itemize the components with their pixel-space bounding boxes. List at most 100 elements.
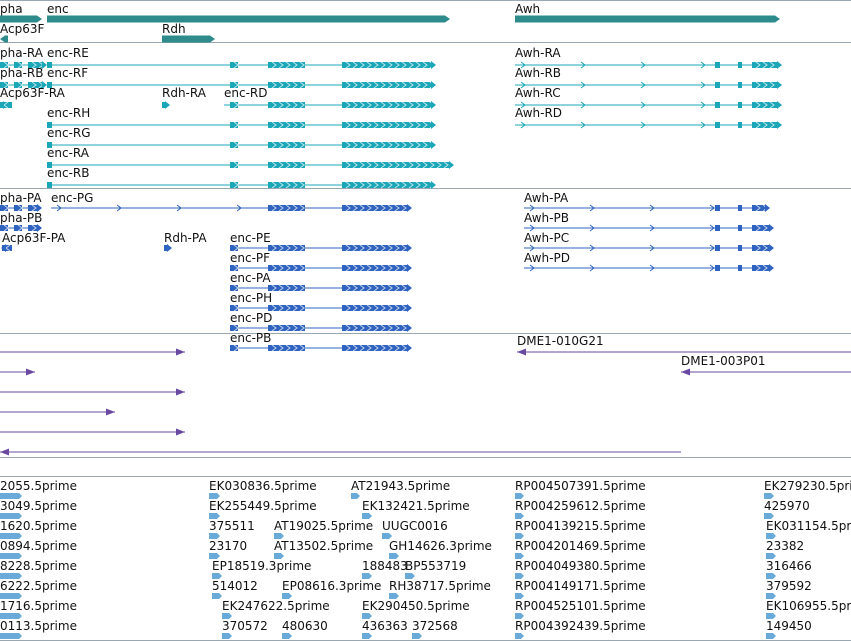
exon-block[interactable] [268,265,305,271]
feature-genes-Acp63F[interactable]: Acp63F [0,22,44,43]
exon-block[interactable] [738,225,742,231]
feature-proteins-Awh-PD[interactable]: Awh-PD [524,251,774,272]
feature-ests-GH14626.3prime[interactable]: GH14626.3prime [389,539,492,559]
exon-block[interactable] [0,82,8,88]
exon-block[interactable] [342,205,408,211]
est-mark[interactable] [0,553,22,559]
feature-ests-AT13502.5prime[interactable]: AT13502.5prime [274,539,373,559]
exon-block[interactable] [268,245,305,251]
est-mark[interactable] [389,553,399,559]
feature-ests-AT21943.5prime[interactable]: AT21943.5prime [351,479,450,499]
est-mark[interactable] [274,533,284,539]
feature-ests-RP004507391.5prime[interactable]: RP004507391.5prime [515,479,646,499]
exon-block[interactable] [0,62,8,68]
feature-ests-3049.5prime[interactable]: 3049.5prime [0,499,77,519]
est-mark[interactable] [0,573,22,579]
exon-block[interactable] [342,182,432,188]
exon-block[interactable] [230,285,238,291]
exon-block[interactable] [342,102,432,108]
est-mark[interactable] [362,613,372,619]
exon-block[interactable] [738,122,742,128]
feature-transcripts-pha-RA[interactable]: pha-RA [0,46,47,69]
exon-block[interactable] [738,102,742,108]
feature-proteins-Awh-PC[interactable]: Awh-PC [524,231,774,252]
est-mark[interactable] [282,593,292,599]
feature-ests-EK031154.5prime[interactable]: EK031154.5prime [766,519,851,539]
feature-transcripts-Awh-RA[interactable]: Awh-RA [515,46,782,69]
exon-block[interactable] [752,82,778,88]
exon-block[interactable] [342,82,432,88]
exon-block[interactable] [715,82,720,88]
est-mark[interactable] [0,633,22,639]
feature-clones-unlabeled-5[interactable] [0,408,115,416]
feature-clones-DME1-010G21[interactable]: DME1-010G21 [517,334,851,356]
feature-transcripts-enc-RD[interactable]: enc-RD [224,86,436,109]
feature-ests-316466[interactable]: 316466 [766,559,812,579]
exon-block[interactable] [0,205,8,211]
feature-genes-Rdh[interactable]: Rdh [162,22,215,43]
est-mark[interactable] [766,553,776,559]
exon-block[interactable] [230,142,238,148]
exon-block[interactable] [342,305,408,311]
exon-block[interactable] [738,205,742,211]
exon-block[interactable] [342,142,432,148]
est-mark[interactable] [515,513,524,519]
feature-ests-EP18519.3prime[interactable]: EP18519.3prime [212,559,311,579]
exon-block[interactable] [268,102,305,108]
feature-proteins-Rdh-PA[interactable]: Rdh-PA [164,231,207,252]
exon-block[interactable] [752,62,778,68]
feature-ests-436363[interactable]: 436363 [362,619,408,639]
exon-block[interactable] [738,82,742,88]
exon-block[interactable] [752,205,766,211]
exon-block[interactable] [230,102,238,108]
feature-ests-EP08616.3prime[interactable]: EP08616.3prime [282,579,381,599]
exon-block[interactable] [342,245,408,251]
exon-block[interactable] [715,225,720,231]
feature-clones-unlabeled-6[interactable] [0,428,185,436]
est-mark[interactable] [515,613,524,619]
est-mark[interactable] [515,493,524,499]
feature-ests-514012[interactable]: 514012 [212,579,258,599]
exon-block[interactable] [268,345,305,351]
feature-ests-EK279230.5prime[interactable]: EK279230.5prime [764,479,851,499]
est-mark[interactable] [0,493,22,499]
est-mark[interactable] [209,513,220,519]
feature-transcripts-Rdh-RA[interactable]: Rdh-RA [162,86,207,109]
exon-block[interactable] [268,205,305,211]
exon-block[interactable] [230,265,238,271]
exon-block[interactable] [752,265,770,271]
exon-block[interactable] [342,265,408,271]
exon-block[interactable] [164,245,168,251]
feature-transcripts-enc-RB[interactable]: enc-RB [47,166,436,189]
est-mark[interactable] [515,633,524,639]
feature-ests-RP004149171.5prime[interactable]: RP004149171.5prime [515,579,646,599]
feature-ests-RH38717.5prime[interactable]: RH38717.5prime [389,579,491,599]
exon-block[interactable] [715,102,720,108]
feature-ests-0113.5prime[interactable]: 0113.5prime [0,619,77,639]
gene-bar[interactable] [515,15,780,23]
exon-block[interactable] [268,305,305,311]
est-mark[interactable] [515,533,524,539]
exon-block[interactable] [0,102,12,108]
gene-bar[interactable] [0,35,8,43]
exon-block[interactable] [47,182,52,188]
est-mark[interactable] [209,553,220,559]
est-mark[interactable] [405,573,415,579]
exon-block[interactable] [342,162,450,168]
feature-proteins-enc-PA[interactable]: enc-PA [230,271,412,292]
exon-block[interactable] [268,122,305,128]
feature-genes-pha[interactable]: pha [0,2,42,23]
est-mark[interactable] [362,513,372,519]
feature-proteins-enc-PH[interactable]: enc-PH [230,291,412,312]
exon-block[interactable] [230,162,238,168]
exon-block[interactable] [342,62,432,68]
exon-block[interactable] [752,102,778,108]
exon-block[interactable] [230,182,238,188]
feature-proteins-enc-PD[interactable]: enc-PD [230,311,412,332]
gene-bar[interactable] [47,15,450,23]
exon-block[interactable] [342,345,408,351]
feature-transcripts-enc-RH[interactable]: enc-RH [47,106,436,129]
est-mark[interactable] [382,533,392,539]
feature-ests-2055.5prime[interactable]: 2055.5prime [0,479,77,499]
feature-clones-DME1-003P01[interactable]: DME1-003P01 [681,354,851,376]
